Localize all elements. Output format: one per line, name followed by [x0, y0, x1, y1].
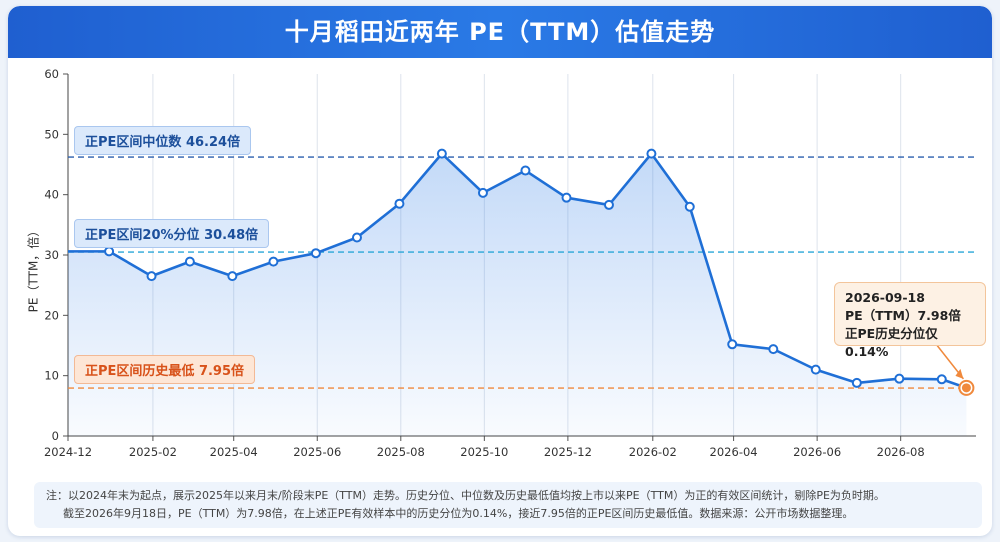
y-tick-label: 30 — [44, 248, 59, 262]
data-point — [768, 344, 779, 355]
y-axis-label: PE（TTM，倍） — [26, 224, 41, 313]
x-tick-label: 2026-02 — [629, 445, 677, 459]
x-tick-label: 2025-08 — [377, 445, 425, 459]
x-tick-label: 2025-06 — [293, 445, 341, 459]
data-point — [851, 377, 862, 388]
x-tick-label: 2026-08 — [877, 445, 925, 459]
x-tick-label: 2025-02 — [129, 445, 177, 459]
y-tick-label: 60 — [44, 67, 59, 81]
line-chart: 2024-12 2025-02 2025-04 2025-06 2025-08 2025-… — [44, 67, 976, 459]
latest-data-point — [961, 383, 971, 393]
callout-arrowhead — [955, 368, 964, 379]
median-reference-label: 正PE区间中位数 46.24倍 — [74, 126, 252, 155]
data-point — [310, 248, 321, 259]
x-tick-label: 2024-12 — [44, 445, 92, 459]
data-point — [268, 256, 279, 267]
footnote: 注：以2024年末为起点，展示2025年以来月末/阶段末PE（TTM）走势。历史… — [34, 482, 982, 528]
callout-percentile: 正PE历史分位仅0.14% — [845, 326, 938, 359]
data-point — [810, 364, 821, 375]
x-tick-label: 2026-04 — [710, 445, 758, 459]
data-point — [227, 271, 238, 282]
callout-date: 2026-09-18 — [845, 290, 925, 305]
data-point — [520, 165, 531, 176]
data-point — [436, 148, 447, 159]
chart-card: 十月稻田近两年 PE（TTM）估值走势 2024-12 2025-02 2025-0… — [8, 6, 992, 536]
callout-pe: PE（TTM）7.98倍 — [845, 308, 961, 323]
x-tick-label: 2026-06 — [793, 445, 841, 459]
title-bar — [8, 6, 992, 58]
area-fill — [68, 153, 967, 436]
data-point — [646, 148, 657, 159]
data-point — [561, 192, 572, 203]
data-point — [894, 373, 905, 384]
data-point — [727, 339, 738, 350]
footnote-line-1: 注：以2024年末为起点，展示2025年以来月末/阶段末PE（TTM）走势。历史… — [46, 489, 885, 502]
data-point — [394, 198, 405, 209]
y-tick-label: 50 — [44, 127, 59, 141]
data-point — [351, 232, 362, 243]
chart-title: 十月稻田近两年 PE（TTM）估值走势 — [284, 18, 716, 46]
y-tick-label: 10 — [44, 369, 59, 383]
data-point — [477, 187, 488, 198]
y-tick-label: 20 — [44, 308, 59, 322]
data-point — [603, 199, 614, 210]
footnote-line-2: 截至2026年9月18日，PE（TTM）为7.98倍，在上述正PE有效样本中的历… — [63, 507, 854, 520]
x-tick-label: 2025-04 — [210, 445, 258, 459]
data-point — [936, 374, 947, 385]
data-point — [684, 201, 695, 212]
data-point — [146, 271, 157, 282]
data-point — [184, 256, 195, 267]
y-tick-label: 0 — [52, 429, 59, 443]
y-tick-label: 40 — [44, 188, 59, 202]
latest-value-callout: 2026-09-18 PE（TTM）7.98倍 正PE历史分位仅0.14% — [834, 282, 986, 359]
x-tick-label: 2025-10 — [460, 445, 508, 459]
p20-reference-label: 正PE区间20%分位 30.48倍 — [74, 219, 270, 248]
x-tick-label: 2025-12 — [544, 445, 592, 459]
historical-low-reference-label: 正PE区间历史最低 7.95倍 — [74, 355, 256, 384]
data-point — [104, 246, 115, 257]
